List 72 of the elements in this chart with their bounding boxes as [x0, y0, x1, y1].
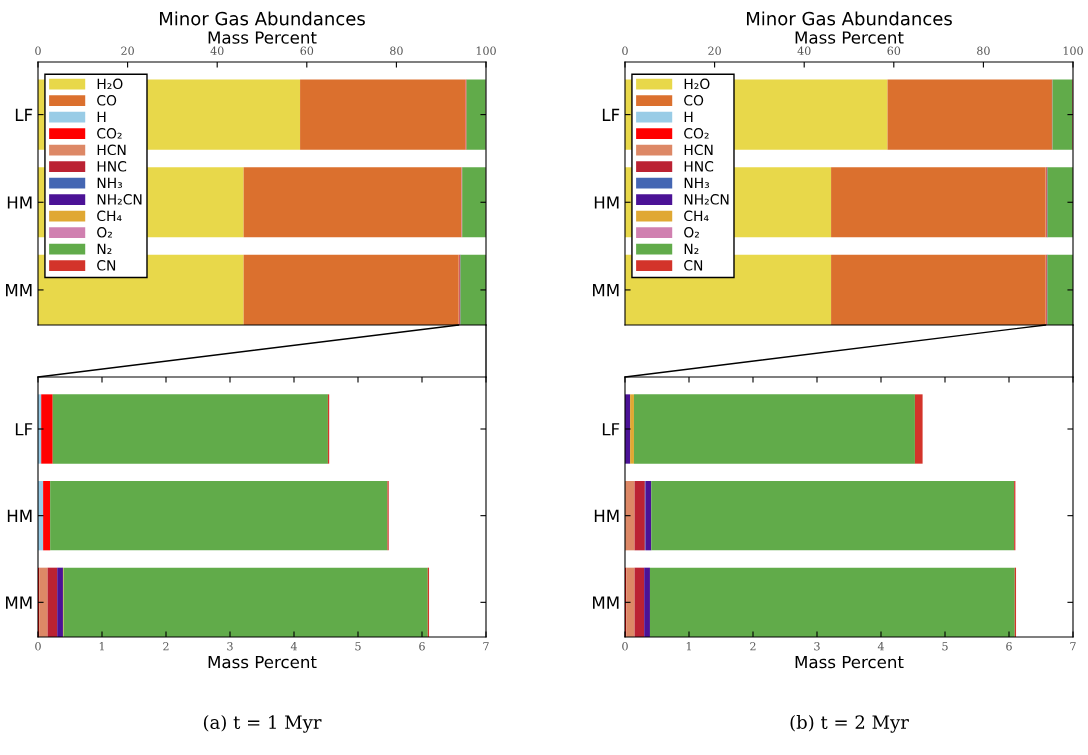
- y-tick-label: LF: [602, 423, 620, 436]
- legend-label: CH₄: [684, 210, 709, 222]
- legend-label: O₂: [97, 227, 112, 238]
- x-tick-label: 0: [622, 642, 628, 651]
- legend-label: O₂: [684, 227, 699, 238]
- x-tick-label: 100: [1063, 46, 1083, 55]
- legend-label: NH₂CN: [684, 194, 729, 205]
- x-tick-label: 0: [622, 46, 628, 55]
- x-tick-label: 80: [390, 46, 403, 55]
- legend-label: H: [684, 111, 693, 122]
- y-tick-label: HM: [7, 509, 32, 522]
- x-tick-label: 7: [1070, 642, 1076, 651]
- legend-label: H₂O: [97, 78, 123, 90]
- legend-label: HNC: [684, 161, 714, 172]
- x-tick-label: 1: [686, 642, 691, 651]
- y-tick-label: MM: [593, 596, 619, 609]
- x-axis-title: Mass Percent: [795, 655, 904, 669]
- legend-label: N₂: [684, 243, 699, 254]
- y-tick-label: MM: [593, 284, 619, 297]
- x-axis-title: Mass Percent: [208, 31, 317, 44]
- x-tick-label: 6: [419, 642, 425, 651]
- x-tick-label: 3: [227, 642, 233, 651]
- x-axis-title: Mass Percent: [795, 31, 904, 44]
- y-tick-label: HM: [594, 509, 619, 522]
- x-tick-label: 0: [35, 642, 41, 651]
- legend-label: HCN: [684, 144, 713, 156]
- x-tick-label: 20: [708, 46, 721, 55]
- legend-label: CN: [684, 260, 703, 271]
- chart-title: Minor Gas Abundances: [159, 11, 365, 26]
- x-tick-label: 1: [99, 642, 104, 651]
- legend-label: CO₂: [684, 128, 709, 139]
- x-tick-label: 80: [977, 46, 990, 55]
- y-tick-label: HM: [594, 196, 619, 209]
- x-tick-label: 60: [887, 46, 901, 55]
- x-tick-label: 40: [210, 46, 224, 55]
- x-tick-label: 4: [877, 642, 884, 651]
- x-tick-label: 20: [121, 46, 134, 55]
- legend-label: H₂O: [684, 78, 710, 90]
- x-tick-label: 4: [290, 642, 297, 651]
- x-tick-label: 40: [797, 46, 811, 55]
- x-tick-label: 2: [163, 642, 169, 651]
- legend-label: H: [97, 111, 106, 122]
- x-tick-label: 100: [476, 46, 496, 55]
- legend-label: HNC: [97, 161, 127, 172]
- x-tick-label: 3: [814, 642, 820, 651]
- legend-label: CO: [684, 95, 704, 106]
- legend-label: N₂: [97, 243, 112, 254]
- x-tick-label: 5: [355, 642, 361, 651]
- y-tick-label: LF: [15, 108, 33, 121]
- text: (a) t = 1 Myr: [203, 715, 322, 733]
- legend-label: CO: [97, 95, 117, 106]
- x-tick-label: 60: [300, 46, 314, 55]
- chart-title: Minor Gas Abundances: [746, 11, 952, 26]
- x-tick-label: 0: [35, 46, 41, 55]
- y-tick-label: MM: [6, 284, 32, 297]
- y-tick-label: LF: [602, 108, 620, 121]
- y-tick-label: LF: [15, 423, 33, 436]
- y-tick-label: MM: [6, 596, 32, 609]
- x-tick-label: 2: [750, 642, 756, 651]
- x-tick-label: 5: [942, 642, 948, 651]
- legend-label: NH₃: [684, 177, 710, 189]
- x-axis-title: Mass Percent: [208, 655, 317, 669]
- legend-label: HCN: [97, 144, 126, 156]
- y-tick-label: HM: [7, 196, 32, 209]
- text: (b) t = 2 Myr: [790, 715, 909, 733]
- x-tick-label: 7: [483, 642, 489, 651]
- legend-label: NH₃: [97, 177, 123, 189]
- legend-label: NH₂CN: [97, 194, 142, 205]
- legend-label: CO₂: [97, 128, 122, 139]
- x-tick-label: 6: [1006, 642, 1012, 651]
- legend-label: CH₄: [97, 210, 122, 222]
- legend-label: CN: [97, 260, 116, 271]
